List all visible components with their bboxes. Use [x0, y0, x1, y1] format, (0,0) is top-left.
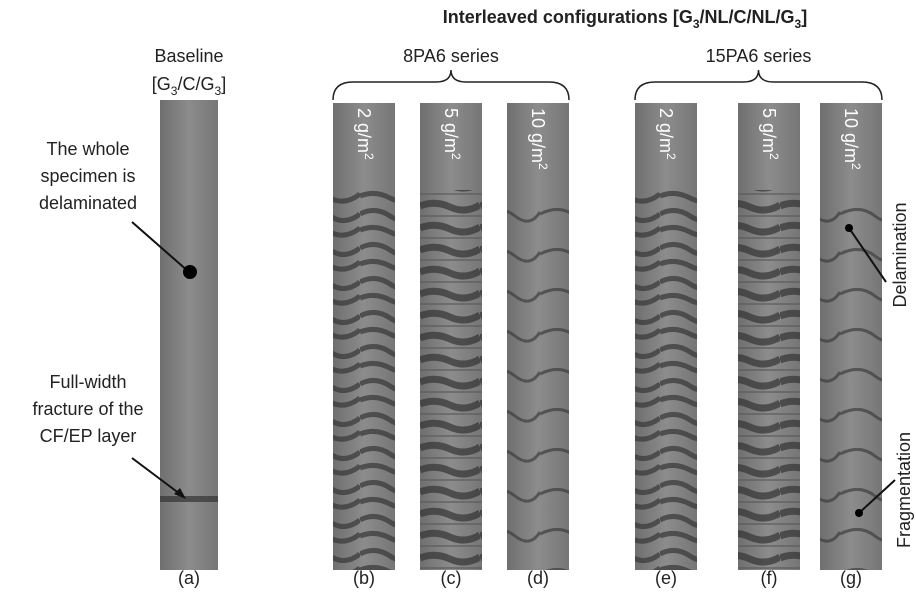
annotation: CF/EP layer [40, 426, 137, 446]
panel-label: (b) [353, 568, 375, 588]
annotation: Delamination [890, 202, 910, 307]
specimen-pattern [420, 190, 482, 570]
pointer-line [131, 457, 181, 495]
config-text: [G [152, 74, 171, 94]
grammage-text: 5 g/m [759, 108, 779, 153]
specimen-pattern [635, 190, 697, 570]
specimen-pattern [333, 190, 395, 570]
baseline-label: Baseline [154, 46, 223, 66]
annotation: fracture of the [32, 399, 143, 419]
grammage-label: 5 g/m2 [759, 108, 781, 160]
specimen-pattern [507, 190, 569, 570]
title-text: /NL/C/NL/G [700, 7, 795, 27]
grammage-label: 2 g/m2 [656, 108, 678, 160]
series-label: 15PA6 series [706, 46, 812, 66]
title-text: Interleaved configurations [G [443, 7, 693, 27]
pointer-dot [855, 509, 863, 517]
pointer-line [848, 227, 887, 283]
grammage-label: 10 g/m2 [528, 108, 550, 170]
config-subscript: 3 [215, 84, 222, 98]
grammage-superscript: 2 [449, 153, 463, 160]
grammage-superscript: 2 [536, 163, 550, 170]
pointer-line [131, 221, 190, 273]
grammage-label: 10 g/m2 [841, 108, 863, 170]
config-subscript: 3 [171, 84, 178, 98]
series-brace [332, 69, 570, 101]
series-brace [634, 69, 883, 101]
config-text: /C/G [177, 74, 214, 94]
pointer-arrow [174, 488, 186, 499]
grammage-label: 5 g/m2 [441, 108, 463, 160]
figure-title: Interleaved configurations [G3/NL/C/NL/G… [443, 7, 807, 31]
pointer-dot [183, 265, 197, 279]
panel-label: (c) [441, 568, 462, 588]
pointer-line [858, 479, 896, 514]
annotation: delaminated [39, 193, 137, 213]
grammage-text: 2 g/m [656, 108, 676, 153]
panel-label: (a) [178, 568, 200, 588]
pointer-dot [845, 224, 853, 232]
grammage-label: 2 g/m2 [354, 108, 376, 160]
baseline-config: [G3/C/G3] [152, 74, 226, 98]
annotation: The whole [46, 139, 129, 159]
grammage-superscript: 2 [767, 153, 781, 160]
grammage-text: 5 g/m [441, 108, 461, 153]
title-subscript: 3 [795, 17, 802, 31]
panel-label: (g) [840, 568, 862, 588]
title-text: ] [801, 7, 807, 27]
grammage-superscript: 2 [362, 153, 376, 160]
panel-label: (d) [527, 568, 549, 588]
fracture-band [160, 496, 218, 502]
annotation: specimen is [40, 166, 135, 186]
specimen-pattern [820, 190, 882, 570]
annotation: Fragmentation [894, 432, 914, 548]
grammage-superscript: 2 [849, 163, 863, 170]
grammage-text: 10 g/m [528, 108, 548, 163]
config-text: ] [221, 74, 226, 94]
panel-label: (e) [655, 568, 677, 588]
specimen-pattern [738, 190, 800, 570]
title-subscript: 3 [693, 17, 700, 31]
annotation: Full-width [49, 372, 126, 392]
panel-label: (f) [761, 568, 778, 588]
grammage-superscript: 2 [664, 153, 678, 160]
grammage-text: 2 g/m [354, 108, 374, 153]
grammage-text: 10 g/m [841, 108, 861, 163]
specimen-strip [160, 100, 218, 570]
series-label: 8PA6 series [403, 46, 499, 66]
